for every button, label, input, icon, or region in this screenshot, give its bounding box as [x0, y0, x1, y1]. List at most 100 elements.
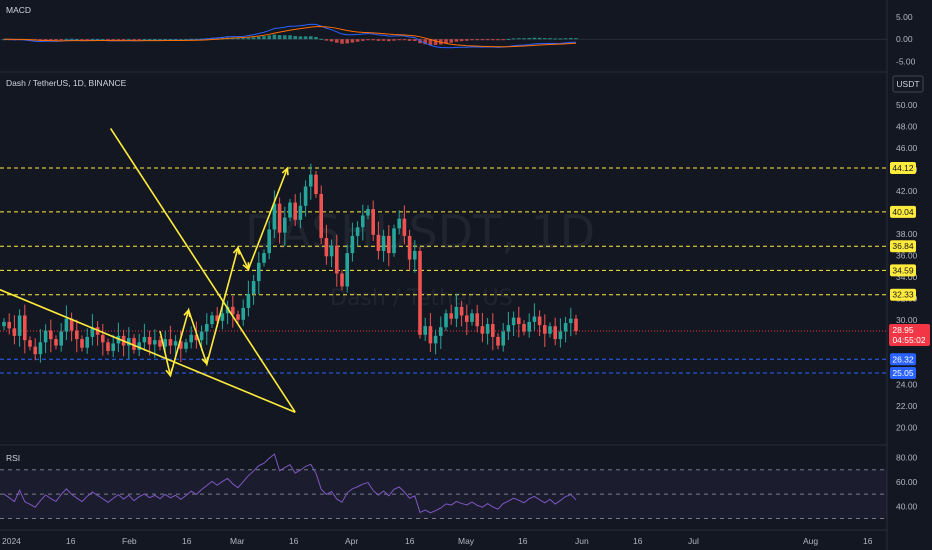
macd-histogram-bar — [85, 39, 89, 41]
time-axis: 2024 16 Feb 16 Mar 16 Apr 16 May 16 Jun 16 Jul Aug 16 — [2, 536, 873, 546]
candle-body — [158, 340, 162, 347]
currency-label: USDT — [896, 79, 919, 89]
level-tag-label: 36.84 — [892, 241, 914, 251]
macd-histogram-bar — [168, 39, 173, 41]
candle-body — [132, 338, 136, 350]
price-tick: 30.00 — [896, 315, 918, 325]
price-tick: 46.00 — [896, 143, 918, 153]
level-tag — [890, 240, 916, 253]
macd-histogram-bar — [194, 38, 199, 40]
last-price-label: 28.95 — [892, 325, 914, 335]
candle-body — [262, 253, 266, 263]
candle-body — [33, 346, 37, 355]
candle-body — [361, 215, 365, 228]
macd-histogram-bar — [111, 39, 115, 41]
candle-body — [69, 318, 74, 331]
candle-body — [137, 342, 141, 350]
macd-histogram-bar — [335, 39, 339, 43]
candle-body — [381, 235, 386, 251]
candlestick-series — [2, 163, 578, 363]
candle-body — [257, 262, 261, 282]
time-tick: Aug — [803, 536, 818, 546]
macd-histogram-bar — [454, 39, 459, 42]
candle-body — [350, 235, 355, 254]
macd-histogram-bar — [106, 39, 110, 41]
candle-body — [454, 306, 459, 319]
macd-histogram-bar — [511, 38, 516, 40]
macd-histogram-bar — [38, 39, 43, 41]
macd-title: MACD — [6, 5, 31, 15]
candle-body — [324, 238, 329, 257]
candle-body — [85, 336, 89, 348]
macd-histogram-bar — [319, 38, 323, 40]
time-tick: Mar — [230, 536, 245, 546]
macd-histogram-bar — [257, 36, 261, 40]
arrowhead — [232, 245, 241, 255]
candle-body — [168, 339, 173, 346]
macd-histogram-bar — [43, 39, 48, 41]
macd-histogram-bar — [345, 39, 349, 44]
candle-body — [491, 324, 495, 337]
candle-body — [470, 313, 474, 322]
rsi-title: RSI — [6, 453, 20, 463]
macd-histogram-bar — [397, 39, 401, 41]
candle-body — [527, 321, 531, 332]
candle-body — [465, 315, 469, 322]
macd-histogram-bar — [392, 39, 396, 41]
candle-body — [345, 253, 349, 287]
level-tag-label: 34.59 — [892, 265, 914, 275]
macd-histogram-bar — [184, 39, 188, 41]
time-tick: 2024 — [2, 536, 21, 546]
candle-body — [194, 334, 199, 341]
candle-body — [371, 209, 375, 235]
macd-histogram-bar — [116, 39, 121, 41]
candle-body — [309, 174, 313, 187]
currency-button[interactable]: USDT — [892, 75, 924, 93]
candle-body — [444, 313, 448, 328]
level-tag — [890, 353, 916, 366]
macd-histogram-bar — [413, 39, 417, 41]
rsi-tick: 60.00 — [896, 477, 918, 487]
macd-histogram-bar — [163, 39, 167, 41]
candle-body — [184, 342, 188, 349]
candle-body — [38, 342, 43, 355]
macd-histogram-bar — [236, 38, 240, 40]
time-tick: May — [458, 536, 475, 546]
arrowhead — [281, 166, 289, 176]
macd-histogram-bar — [506, 38, 511, 40]
macd-histogram-bar — [272, 34, 277, 40]
rsi-tick: 40.00 — [896, 501, 918, 511]
candle-body — [501, 331, 505, 346]
candle-body — [288, 202, 292, 218]
macd-histogram-bar — [293, 36, 297, 40]
macd-histogram-bar — [277, 35, 282, 40]
rsi-line — [3, 453, 577, 514]
arrowhead — [201, 356, 209, 366]
candle-body — [17, 315, 22, 336]
macd-histogram-bar — [543, 38, 547, 40]
time-tick: 16 — [633, 536, 643, 546]
macd-histogram-bar — [537, 37, 542, 40]
candle-body — [64, 318, 69, 332]
candle-body — [7, 321, 11, 329]
candle-body — [23, 315, 27, 341]
candle-body — [423, 326, 427, 335]
macd-histogram-bar — [54, 39, 58, 41]
candle-body — [2, 321, 6, 327]
macd-histogram-bar — [283, 35, 287, 40]
macd-histogram-bar — [314, 36, 318, 40]
macd-histogram-bar — [475, 39, 479, 41]
candle-body — [215, 315, 219, 321]
candle-body — [397, 218, 401, 229]
price-tick: 20.00 — [896, 422, 918, 432]
candle-body — [517, 317, 521, 325]
macd-histogram-bar — [173, 39, 178, 41]
price-axis: 50.0048.0046.0044.0042.0038.0036.0034.00… — [889, 12, 930, 511]
macd-histogram-bar — [381, 39, 386, 41]
macd-histogram-bar — [49, 39, 53, 41]
candle-body — [340, 273, 344, 287]
time-tick: 16 — [863, 536, 873, 546]
macd-histogram-bar — [329, 39, 334, 42]
arrowhead — [242, 262, 250, 271]
